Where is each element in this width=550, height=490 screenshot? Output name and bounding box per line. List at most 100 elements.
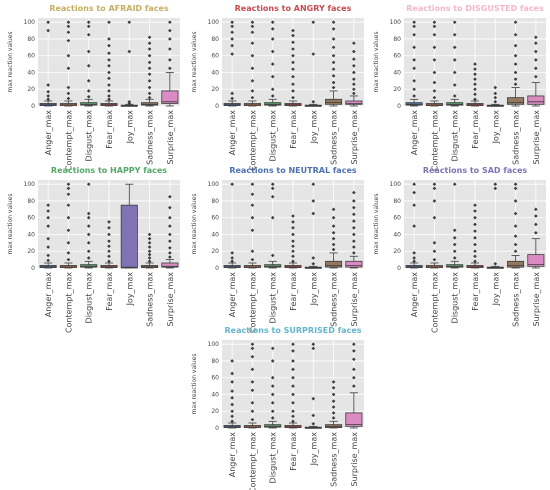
outlier-point [250,20,255,24]
outlier-point [230,371,234,376]
x-tick-label: Joy_max [491,272,500,307]
iqr-box [507,260,525,268]
iqr-box [120,204,138,269]
x-tick-label: Surprise_max [532,110,541,165]
outlier-point [86,79,91,83]
outlier-point [107,37,111,41]
y-axis-label: max reaction values [191,354,198,415]
x-tick-label: Surprise_max [350,272,359,327]
iqr-box [161,262,179,268]
outlier-point [311,422,316,426]
outlier-point [513,186,518,191]
outlier-point [432,45,437,50]
outlier-point [412,66,416,71]
outlier-point [352,70,356,75]
outlier-point [452,70,457,75]
x-tick-label: Disgust_max [451,272,460,324]
box-fear-max [466,62,484,107]
outlier-point [250,342,255,346]
y-tick-label: 0 [397,103,401,110]
outlier-point [352,245,356,249]
outlier-point [452,228,457,233]
x-tick-label: Surprise_max [166,272,175,327]
box-disgust-max [80,20,98,107]
box-contempt-max [243,342,261,429]
outlier-point [513,70,518,75]
y-tick-label: 100 [24,181,36,188]
x-tick-label: Joy_max [309,272,318,307]
outlier-point [147,236,152,241]
outlier-point [270,49,275,54]
outlier-point [250,89,255,93]
outlier-point [230,256,234,260]
iqr-box [507,97,525,105]
outlier-point [534,231,538,235]
outlier-point [473,215,477,220]
outlier-point [147,35,152,40]
outlier-point [107,232,111,237]
outlier-point [352,41,356,45]
outlier-point [250,409,255,414]
y-tick-label: 80 [211,198,219,205]
outlier-point [86,94,91,99]
outlier-point [352,57,356,61]
outlier-point [412,79,416,83]
y-tick-label: 0 [215,103,219,110]
x-tick-label: Sadness_max [146,272,155,327]
x-tick-label: Surprise_max [350,110,359,165]
outlier-point [331,67,336,71]
outlier-point [331,380,336,384]
outlier-point [412,256,416,260]
outlier-point [86,249,91,254]
outlier-point [270,416,275,420]
outlier-point [250,215,255,220]
outlier-point [311,413,316,418]
y-tick-label: 40 [393,231,401,238]
outlier-point [331,80,336,85]
outlier-point [291,244,295,249]
outlier-point [168,66,172,71]
iqr-box [405,102,423,106]
outlier-point [86,63,91,68]
outlier-point [452,249,457,254]
outlier-point [352,205,356,210]
box-contempt-max [59,182,77,269]
outlier-point [352,82,356,87]
outlier-point [534,66,538,71]
y-tick-label: 0 [397,265,401,272]
x-tick-label: Sadness_max [330,272,339,327]
outlier-point [230,409,234,414]
outlier-point [432,241,437,245]
box-fear-max [284,342,302,429]
outlier-point [270,384,275,388]
outlier-point [270,375,275,380]
outlier-point [270,27,275,31]
outlier-point [291,40,295,45]
outlier-point [352,349,356,353]
box-anger-max [405,182,423,269]
outlier-point [230,419,234,424]
outlier-point [452,32,457,37]
outlier-point [534,49,538,54]
outlier-point [291,384,295,388]
outlier-point [291,47,295,51]
outlier-point [270,215,275,220]
outlier-point [66,182,71,186]
outlier-point [46,97,50,102]
outlier-point [291,214,295,218]
outlier-point [493,182,498,186]
outlier-point [513,20,518,24]
outlier-point [291,409,295,414]
outlier-point [291,401,295,405]
outlier-point [352,212,356,217]
outlier-point [493,95,498,100]
outlier-point [412,87,416,92]
x-tick-label: Contempt_max [64,272,73,333]
y-tick-label: 0 [31,103,35,110]
box-surprise-max [345,190,363,269]
iqr-box [80,264,98,268]
x-tick-label: Disgust_max [85,272,94,324]
iqr-box [527,254,545,267]
outlier-point [250,66,255,71]
